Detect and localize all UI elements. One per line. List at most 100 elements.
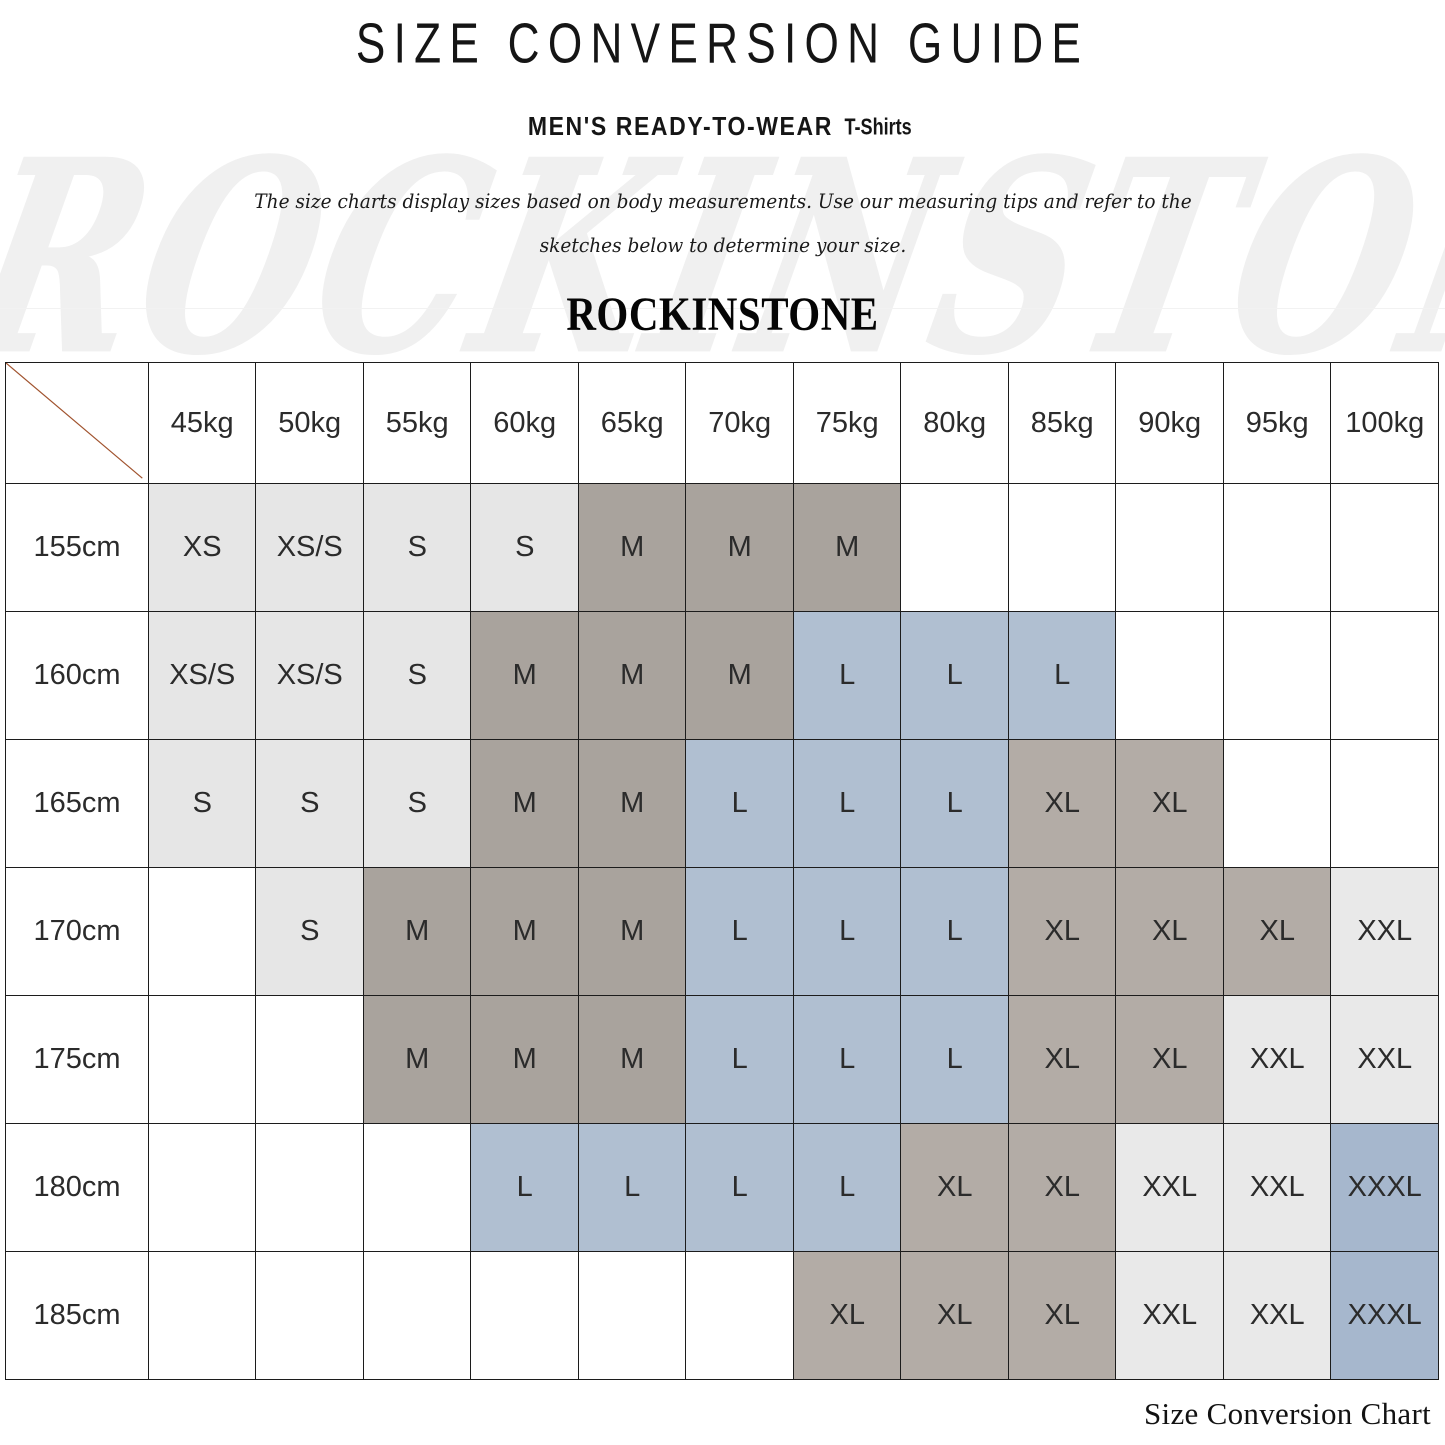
size-cell: M [470,611,579,740]
size-cell: S [362,739,472,868]
corner-diagonal-cell [5,362,149,484]
size-cell: L [685,1123,794,1252]
size-cell: XL [1115,739,1224,868]
size-cell: L [792,1123,902,1252]
size-cell: S [147,739,257,868]
size-cell: M [685,483,794,612]
size-cell: S [362,611,472,740]
size-cell-empty [147,867,257,996]
column-header-weight: 85kg [1007,362,1117,484]
size-cell-empty [1330,483,1439,612]
diagonal-line-icon [6,363,148,483]
table-row: 185cm XL XL XL XXL XXL XXXL [5,1251,1439,1380]
size-cell-empty [362,1251,472,1380]
size-cell: XL [792,1251,902,1380]
row-header-height: 155cm [5,483,149,612]
row-header-height: 165cm [5,739,149,868]
subtitle-category: MEN'S READY-TO-WEAR [527,111,833,141]
size-cell: M [470,995,579,1124]
size-cell: XL [1007,1123,1117,1252]
size-cell: S [255,867,364,996]
size-cell: M [362,995,472,1124]
column-header-weight: 60kg [470,362,579,484]
table-row: 160cm XS/S XS/S S M M M L L L [5,611,1439,740]
size-cell: M [792,483,902,612]
table-row: 165cm S S S M M L L L XL XL [5,739,1439,868]
column-header-weight: 75kg [792,362,902,484]
size-cell: XS/S [255,483,364,612]
size-cell: L [792,995,902,1124]
size-cell-empty [1330,739,1439,868]
size-cell: L [685,995,794,1124]
subtitle-product: T-Shirts [844,114,912,141]
description-text: The size charts display sizes based on b… [253,190,1192,258]
size-cell-empty [147,1251,257,1380]
size-cell: XL [1007,739,1117,868]
size-cell: XL [1115,995,1224,1124]
size-cell: XS/S [147,611,257,740]
size-cell: L [1007,611,1117,740]
size-cell: XXL [1115,1123,1224,1252]
size-cell: M [577,611,687,740]
size-conversion-table-wrap: 45kg 50kg 55kg 60kg 65kg 70kg 75kg 80kg 85kg 90kg… [5,362,1439,1380]
column-header-weight: 65kg [577,362,687,484]
size-cell: L [792,611,902,740]
size-cell-empty [1115,483,1224,612]
size-cell-empty [147,1123,257,1252]
size-cell-empty [470,1251,579,1380]
size-cell-empty [255,1251,364,1380]
size-cell: XL [1007,867,1117,996]
column-header-weight: 55kg [362,362,472,484]
size-cell: XXXL [1330,1251,1439,1380]
size-cell-empty [255,1123,364,1252]
size-cell: M [577,483,687,612]
table-row: 175cm M M M L L L XL XL XXL XXL [5,995,1439,1124]
size-cell: M [685,611,794,740]
size-cell: S [470,483,579,612]
size-cell: XXL [1330,867,1439,996]
size-cell-empty [1222,611,1332,740]
brand-name: ROCKINSTONE [566,287,879,341]
size-cell: XL [1007,1251,1117,1380]
column-header-weight: 80kg [900,362,1009,484]
column-header-weight: 95kg [1222,362,1332,484]
size-cell-empty [900,483,1009,612]
size-cell-empty [255,995,364,1124]
size-cell: XS/S [255,611,364,740]
size-cell: XXL [1222,1123,1332,1252]
size-cell: XXL [1222,1251,1332,1380]
size-cell-empty [1330,611,1439,740]
footer-caption: Size Conversion Chart [1144,1396,1431,1431]
row-header-height: 160cm [5,611,149,740]
table-row: 180cm L L L L XL XL XXL XXL XXXL [5,1123,1439,1252]
column-header-weight: 100kg [1330,362,1439,484]
size-cell: M [470,867,579,996]
size-cell: XS [147,483,257,612]
row-header-height: 185cm [5,1251,149,1380]
size-cell: XL [1115,867,1224,996]
size-cell: L [470,1123,579,1252]
column-header-weight: 45kg [147,362,257,484]
size-cell: XXXL [1330,1123,1439,1252]
size-cell: L [792,867,902,996]
table-header-row: 45kg 50kg 55kg 60kg 65kg 70kg 75kg 80kg 85kg 90kg… [5,362,1439,484]
size-cell: M [577,867,687,996]
row-header-height: 175cm [5,995,149,1124]
size-cell-empty [362,1123,472,1252]
size-cell: M [362,867,472,996]
size-cell: L [900,867,1009,996]
column-header-weight: 70kg [685,362,794,484]
size-cell: M [577,995,687,1124]
size-cell: L [685,739,794,868]
size-cell: XL [900,1251,1009,1380]
size-cell: L [900,739,1009,868]
size-cell: XL [1222,867,1332,996]
page-title: SIZE CONVERSION GUIDE [355,12,1090,76]
size-cell-empty [577,1251,687,1380]
row-header-height: 170cm [5,867,149,996]
size-cell: S [255,739,364,868]
size-cell: M [470,739,579,868]
size-cell: L [792,739,902,868]
size-cell-empty [1222,739,1332,868]
page-header: SIZE CONVERSION GUIDE MEN'S READY-TO-WEA… [0,0,1445,341]
